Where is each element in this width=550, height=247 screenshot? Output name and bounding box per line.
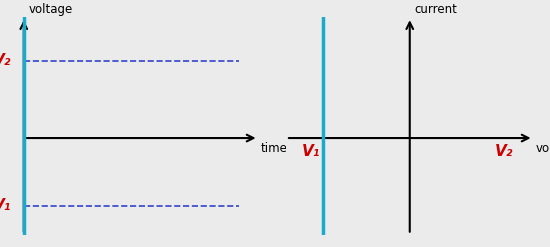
Text: V₂: V₂ <box>0 53 12 68</box>
Text: current: current <box>415 3 458 16</box>
Text: voltage: voltage <box>29 3 73 16</box>
Text: V₁: V₁ <box>302 144 321 159</box>
Text: voltage: voltage <box>536 142 550 155</box>
Text: V₁: V₁ <box>0 198 12 213</box>
Text: time: time <box>261 142 288 155</box>
Text: V₂: V₂ <box>494 144 513 159</box>
